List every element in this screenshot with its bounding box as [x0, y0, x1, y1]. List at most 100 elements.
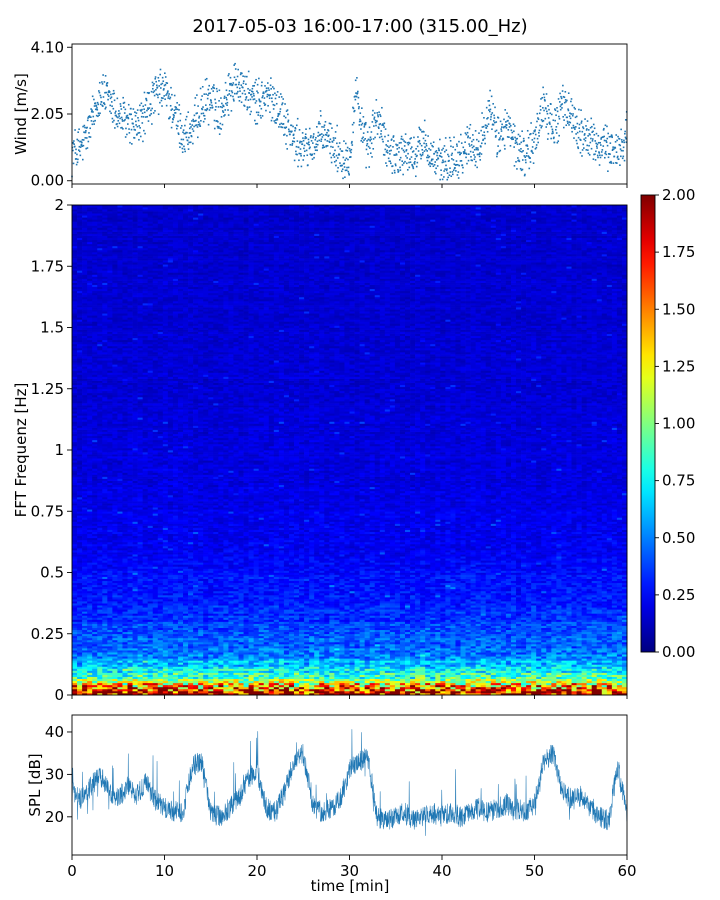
spectrogram-cell: [112, 644, 117, 646]
spectrogram-cell: [531, 636, 536, 638]
wind-point: [409, 167, 411, 169]
wind-point: [214, 128, 216, 130]
spectrogram-cell: [208, 677, 213, 679]
wind-point: [254, 82, 256, 84]
spectrogram-cell: [481, 644, 486, 646]
spectrogram-cell: [213, 675, 218, 677]
spectrogram-cell: [577, 668, 582, 670]
spectrogram-cell: [319, 664, 324, 666]
spectrogram-cell: [420, 638, 425, 640]
wind-point: [85, 132, 87, 134]
spectrogram-cell: [385, 675, 390, 677]
wind-point: [479, 159, 481, 161]
spectrogram-cell: [329, 675, 334, 677]
spectrogram-cell: [339, 675, 344, 677]
wind-point: [150, 113, 152, 115]
spectrogram-cell: [82, 640, 87, 642]
wind-point: [568, 110, 570, 112]
wind-point: [111, 105, 113, 107]
wind-point: [196, 94, 198, 96]
spectrogram-cell: [304, 664, 309, 666]
spectrogram-cell: [521, 642, 526, 644]
spectrogram-cell: [158, 677, 163, 679]
spectrogram-cell: [334, 664, 339, 666]
wind-point: [577, 132, 579, 134]
spectrogram-cell: [466, 685, 471, 687]
spectrogram-cell: [148, 687, 153, 689]
wind-point: [503, 119, 505, 121]
spectrogram-cell: [541, 644, 546, 646]
spectrogram-cell: [249, 648, 254, 650]
spectrogram-cell: [607, 650, 612, 652]
spectrogram-cell: [193, 644, 198, 646]
spectrogram-cell: [329, 662, 334, 664]
spectrogram-cell: [541, 677, 546, 679]
spectrogram-cell: [476, 660, 481, 662]
spectrogram-cell: [440, 685, 445, 687]
spectrogram-cell: [440, 683, 445, 685]
spectrogram-cell: [390, 668, 395, 670]
spectrogram-cell: [607, 681, 612, 683]
spectrogram-cell: [607, 658, 612, 660]
spectrogram-cell: [511, 685, 516, 687]
spectrogram-cell: [445, 656, 450, 658]
spectrogram-cell: [244, 691, 249, 693]
spectrogram-cell: [536, 673, 541, 675]
spectrogram-cell: [395, 668, 400, 670]
wind-point: [170, 97, 172, 99]
wind-point: [576, 143, 578, 145]
spectrogram-cell: [122, 683, 127, 685]
wind-point: [591, 148, 593, 150]
spectrogram-cell: [279, 677, 284, 679]
spectrogram-cell: [213, 636, 218, 638]
wind-point: [139, 105, 141, 107]
spectrogram-cell: [420, 648, 425, 650]
spectrogram-cell: [324, 658, 329, 660]
wind-point: [607, 145, 609, 147]
spectrogram-cell: [501, 675, 506, 677]
wind-point: [138, 120, 140, 122]
spectrogram-cell: [425, 673, 430, 675]
wind-point: [547, 138, 549, 140]
spectrogram-cell: [284, 652, 289, 654]
spectrogram-cell: [82, 691, 87, 693]
spectrogram-cell: [435, 683, 440, 685]
spectrogram-cell: [304, 675, 309, 677]
spectrogram-cell: [385, 660, 390, 662]
spectrogram-cell: [213, 648, 218, 650]
spectrogram-cell: [435, 679, 440, 681]
spectrogram-cell: [203, 658, 208, 660]
wind-point: [347, 171, 349, 173]
wind-point: [382, 141, 384, 143]
wind-point: [481, 112, 483, 114]
spectrogram-cell: [350, 691, 355, 693]
wind-point: [281, 123, 283, 125]
spectrogram-cell: [622, 687, 627, 689]
spectrogram-cell: [279, 658, 284, 660]
wind-point: [489, 90, 491, 92]
spectrogram-cell: [501, 658, 506, 660]
spectrogram-cell: [415, 646, 420, 648]
spectrogram-cell: [87, 648, 92, 650]
spectrogram-cell: [420, 642, 425, 644]
wind-point: [187, 111, 189, 113]
spectrogram-cell: [430, 679, 435, 681]
spectrogram-cell: [249, 650, 254, 652]
spectrogram-cell: [521, 656, 526, 658]
wind-point: [591, 126, 593, 128]
wind-point: [186, 132, 188, 134]
spectrogram-cell: [466, 683, 471, 685]
spectrogram-cell: [97, 652, 102, 654]
spectrogram-cell: [410, 677, 415, 679]
spectrogram-cell: [355, 660, 360, 662]
spectrogram-cell: [82, 646, 87, 648]
wind-point: [285, 143, 287, 145]
spectrogram-cell: [244, 646, 249, 648]
spectrogram-cell: [183, 646, 188, 648]
spectrogram-cell: [582, 681, 587, 683]
wind-point: [372, 148, 374, 150]
spectrogram-cell: [420, 658, 425, 660]
spectrogram-cell: [178, 685, 183, 687]
wind-point: [245, 83, 247, 85]
spectrogram-cell: [198, 671, 203, 673]
